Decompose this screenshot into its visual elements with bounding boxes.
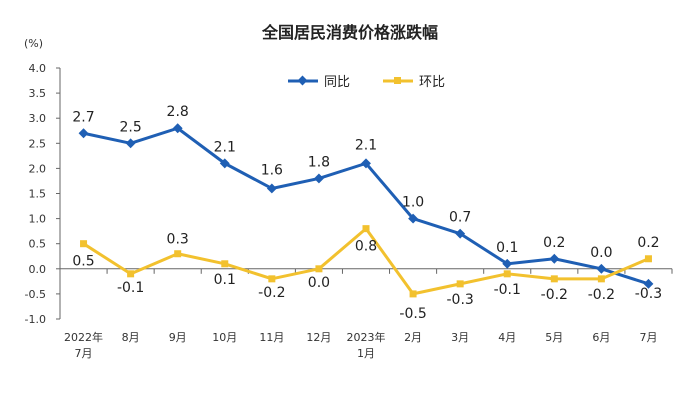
yoy-data-label: 2.7 <box>72 109 94 125</box>
yoy-point <box>361 158 371 169</box>
y-tick-label: 3.5 <box>29 87 47 100</box>
mom-data-label: 0.1 <box>214 272 236 288</box>
mom-point <box>315 265 323 273</box>
x-tick-label: 7月 <box>75 347 93 360</box>
x-tick-label: 6月 <box>592 331 610 344</box>
x-tick-label: 12月 <box>306 331 331 344</box>
chart-title: 全国居民消费价格涨跌幅 <box>261 23 438 42</box>
yoy-data-label: 1.6 <box>261 162 283 178</box>
legend-marker-mom <box>394 77 401 84</box>
mom-data-label: -0.5 <box>399 306 426 322</box>
x-tick-label: 4月 <box>498 331 516 344</box>
mom-point <box>174 250 182 258</box>
yoy-point <box>266 183 277 194</box>
x-tick-label: 2023年 <box>347 330 386 344</box>
legend-label-mom: 环比 <box>419 75 445 90</box>
mom-point <box>644 255 652 263</box>
y-tick-label: 0.0 <box>29 263 47 276</box>
legend-marker-yoy <box>297 75 308 86</box>
y-tick-label: 3.0 <box>29 112 47 125</box>
mom-point <box>597 275 605 283</box>
yoy-data-label: 0.7 <box>449 210 471 226</box>
yoy-point <box>643 278 654 289</box>
legend: 同比 环比 <box>288 75 445 90</box>
mom-data-label: -0.1 <box>117 280 144 296</box>
y-tick-labels: 4.0 3.5 3.0 2.5 2.0 1.5 1.0 0.5 0.0 -0.5 -1.0 <box>25 62 46 326</box>
mom-data-label: -0.2 <box>541 287 568 303</box>
yoy-data-label: -0.3 <box>635 286 662 302</box>
yoy-point <box>455 228 466 239</box>
yoy-point <box>502 258 513 269</box>
yoy-data-label: 2.5 <box>119 119 141 135</box>
x-tick-label: 2月 <box>404 331 422 344</box>
x-tick-label: 5月 <box>545 331 563 344</box>
mom-point <box>268 275 276 283</box>
y-tick-label: 1.5 <box>29 188 47 201</box>
yoy-data-label: 0.0 <box>590 245 612 261</box>
x-tick-label: 2022年 <box>64 330 103 344</box>
y-tick-label: 2.5 <box>29 137 47 150</box>
mom-data-label: -0.2 <box>588 287 615 303</box>
x-tick-label: 3月 <box>451 331 469 344</box>
mom-data-label: 0.0 <box>308 275 330 291</box>
x-tick-label: 7月 <box>639 331 657 344</box>
y-tick-label: 2.0 <box>29 162 47 175</box>
mom-data-label: -0.3 <box>446 292 473 308</box>
yoy-point <box>549 253 560 264</box>
y-tick-label: -1.0 <box>25 313 46 326</box>
mom-data-label: -0.2 <box>258 285 285 301</box>
data-labels: 2.7 2.5 2.8 2.1 1.6 1.8 2.1 1.0 0.7 0.1 0.2 0.0 -0.3… <box>72 104 662 322</box>
yoy-data-label: 2.8 <box>167 104 189 120</box>
series-lines <box>78 123 654 298</box>
mom-data-label: 0.8 <box>355 239 377 255</box>
x-tick-label: 10月 <box>212 331 237 344</box>
yoy-data-label: 2.1 <box>214 139 236 155</box>
axes <box>56 67 673 320</box>
legend-label-yoy: 同比 <box>324 75 350 90</box>
y-tick-label: 1.0 <box>29 213 47 226</box>
mom-data-label: 0.3 <box>167 232 189 248</box>
yoy-data-label: 0.1 <box>496 240 518 256</box>
mom-point <box>362 225 370 233</box>
yoy-point <box>313 173 324 184</box>
x-tick-label: 9月 <box>169 331 187 344</box>
yoy-point <box>78 128 89 139</box>
yoy-point <box>408 213 419 224</box>
yoy-point <box>125 138 136 149</box>
yoy-point <box>219 158 230 169</box>
yoy-point <box>596 263 607 274</box>
mom-point <box>409 290 417 298</box>
mom-point <box>550 275 558 283</box>
mom-data-label: -0.1 <box>494 282 521 298</box>
mom-point <box>221 260 229 268</box>
y-tick-label: -0.5 <box>25 288 46 301</box>
mom-point <box>127 270 135 278</box>
y-unit-label: (%) <box>24 37 43 50</box>
mom-data-label: 0.5 <box>72 254 94 270</box>
yoy-data-label: 1.8 <box>308 154 330 170</box>
mom-point <box>456 280 464 288</box>
x-tick-label: 1月 <box>357 347 375 360</box>
x-tick-labels: 2022年 7月 8月 9月 10月 11月 12月 2023年 1月 2月 3月 4月 5月 6月 7月 <box>64 330 657 360</box>
x-tick-label: 8月 <box>122 331 140 344</box>
x-tick-label: 11月 <box>259 331 284 344</box>
mom-point <box>503 270 511 278</box>
y-tick-label: 0.5 <box>29 238 47 251</box>
mom-data-label: 0.2 <box>637 235 659 251</box>
yoy-data-label: 2.1 <box>355 137 377 153</box>
yoy-data-label: 0.2 <box>543 235 565 251</box>
y-tick-label: 4.0 <box>29 62 47 75</box>
mom-point <box>80 240 88 248</box>
yoy-data-label: 1.0 <box>402 195 424 211</box>
